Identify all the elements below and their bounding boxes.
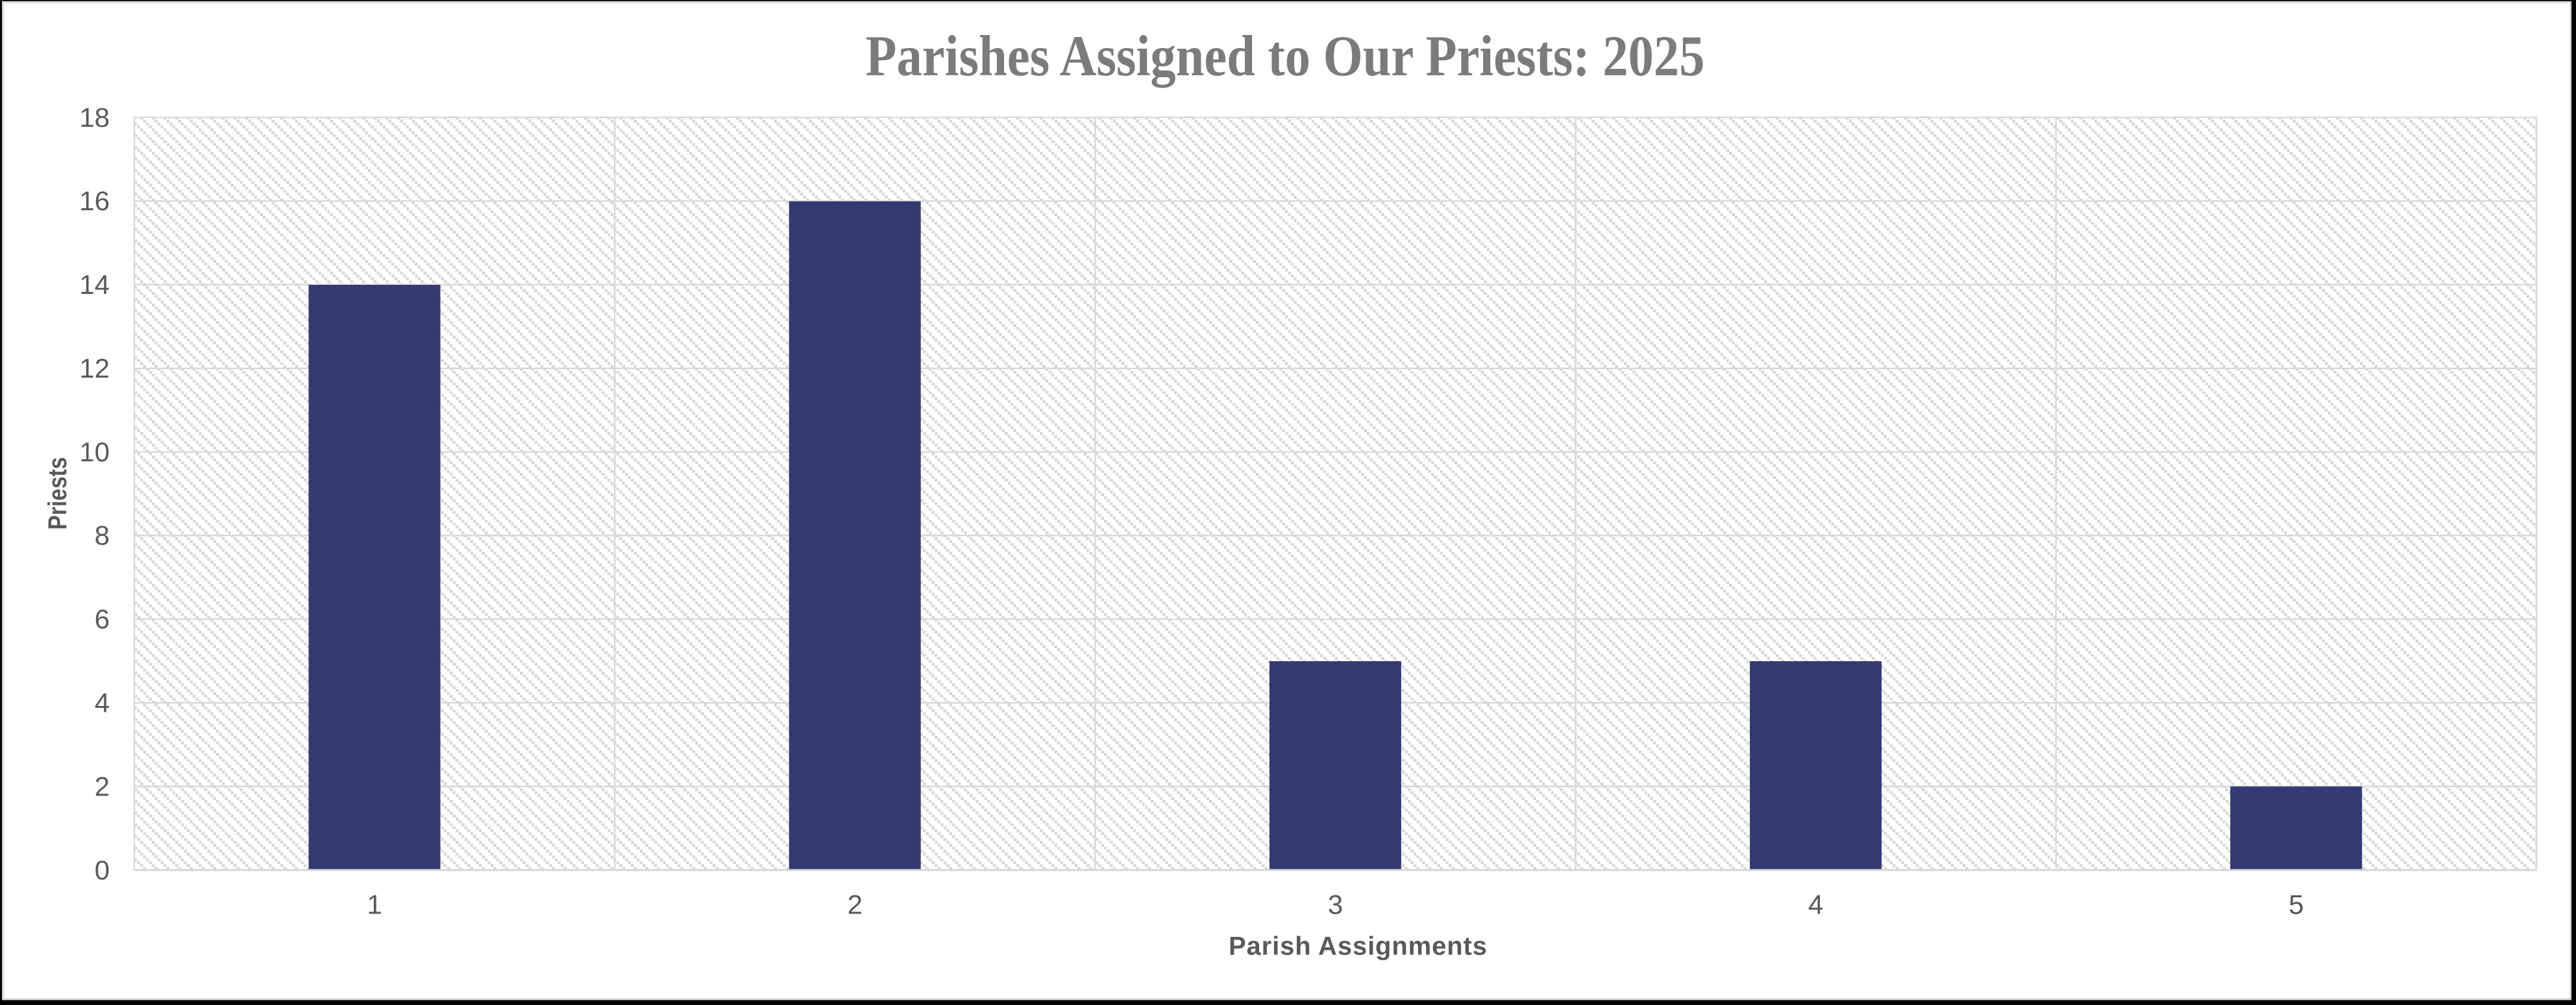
- svg-text:1: 1: [367, 889, 382, 919]
- svg-text:10: 10: [79, 437, 110, 467]
- svg-text:2: 2: [848, 889, 863, 919]
- svg-text:4: 4: [1808, 889, 1823, 919]
- svg-text:3: 3: [1328, 889, 1343, 919]
- svg-text:18: 18: [79, 102, 110, 132]
- svg-text:Priests: Priests: [43, 457, 72, 530]
- svg-text:Parishes Assigned to Our Pries: Parishes Assigned to Our Priests: 2025: [866, 25, 1705, 88]
- svg-text:8: 8: [95, 520, 110, 551]
- svg-text:2: 2: [95, 771, 110, 801]
- svg-text:5: 5: [2288, 889, 2303, 919]
- svg-text:Parish Assignments: Parish Assignments: [1229, 932, 1487, 961]
- svg-text:0: 0: [95, 854, 110, 885]
- svg-text:4: 4: [95, 688, 110, 718]
- svg-text:12: 12: [79, 353, 110, 383]
- svg-text:16: 16: [79, 186, 110, 216]
- svg-text:6: 6: [95, 604, 110, 635]
- svg-text:14: 14: [79, 269, 110, 300]
